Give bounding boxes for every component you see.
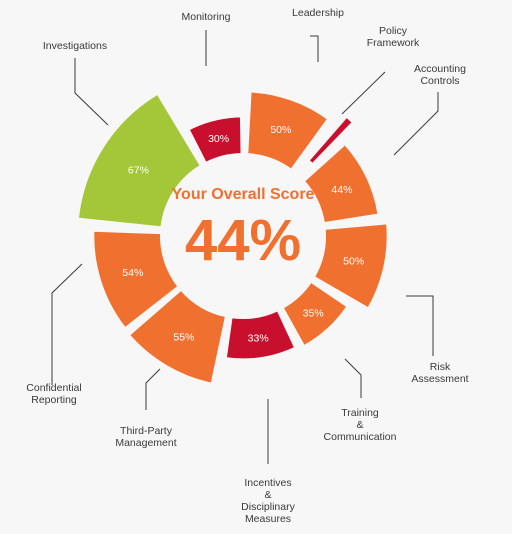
leader-line-third-party-management bbox=[145, 368, 161, 410]
category-label-monitoring: Monitoring bbox=[181, 11, 230, 23]
slice-risk-assessment bbox=[312, 222, 389, 310]
slice-policy-framework bbox=[307, 115, 355, 166]
slice-incentives-and-disciplinary-measures bbox=[224, 308, 297, 361]
overall-score-value: 44% bbox=[185, 208, 301, 273]
slice-value-leadership: 50% bbox=[270, 124, 291, 136]
leader-line-risk-assessment bbox=[406, 295, 434, 356]
category-label-investigations: Investigations bbox=[43, 40, 107, 52]
slice-confidential-reporting bbox=[92, 229, 180, 330]
slice-value-risk-assessment: 50% bbox=[343, 256, 364, 268]
category-label-confidential-reporting: Confidential Reporting bbox=[26, 382, 81, 406]
category-label-leadership: Leadership bbox=[292, 7, 344, 19]
overall-score-title: Your Overall Score bbox=[172, 186, 315, 203]
slice-value-training-and-communication: 35% bbox=[303, 308, 324, 320]
category-label-third-party-management: Third-Party Management bbox=[115, 425, 176, 449]
leader-line-accounting-controls bbox=[393, 92, 439, 156]
leader-line-investigations bbox=[74, 58, 109, 126]
leader-line-training-and-communication bbox=[344, 358, 362, 398]
category-label-incentives-and-disciplinary-measures: Incentives & Disciplinary Measures bbox=[241, 477, 295, 525]
leader-line-policy-framework bbox=[341, 71, 386, 115]
slice-leadership bbox=[246, 90, 330, 172]
slice-value-monitoring: 30% bbox=[208, 133, 229, 145]
slice-value-investigations: 67% bbox=[128, 164, 149, 176]
slice-value-incentives-and-disciplinary-measures: 33% bbox=[248, 333, 269, 345]
category-label-training-and-communication: Training & Communication bbox=[324, 407, 397, 443]
slice-value-accounting-controls: 44% bbox=[331, 184, 352, 196]
slice-investigations bbox=[76, 92, 203, 229]
slice-training-and-communication bbox=[281, 280, 349, 348]
leader-line-leadership bbox=[310, 35, 319, 62]
slice-value-third-party-management: 55% bbox=[173, 331, 194, 343]
category-labels: Leadership Policy Framework Accounting Contr… bbox=[26, 7, 468, 525]
chart-slices: 50% 44% 50% 35% 33% 55% 54% 67% 30% bbox=[76, 90, 389, 385]
slice-value-confidential-reporting: 54% bbox=[122, 267, 143, 279]
leader-line-confidential-reporting bbox=[51, 263, 83, 385]
category-label-policy-framework: Policy Framework bbox=[367, 25, 420, 49]
category-label-accounting-controls: Accounting Controls bbox=[414, 63, 466, 87]
category-label-risk-assessment: Risk Assessment bbox=[411, 361, 468, 385]
slice-third-party-management bbox=[127, 288, 228, 385]
slice-monitoring bbox=[187, 115, 243, 165]
slice-accounting-controls bbox=[302, 142, 380, 225]
leader-lines bbox=[51, 30, 439, 464]
